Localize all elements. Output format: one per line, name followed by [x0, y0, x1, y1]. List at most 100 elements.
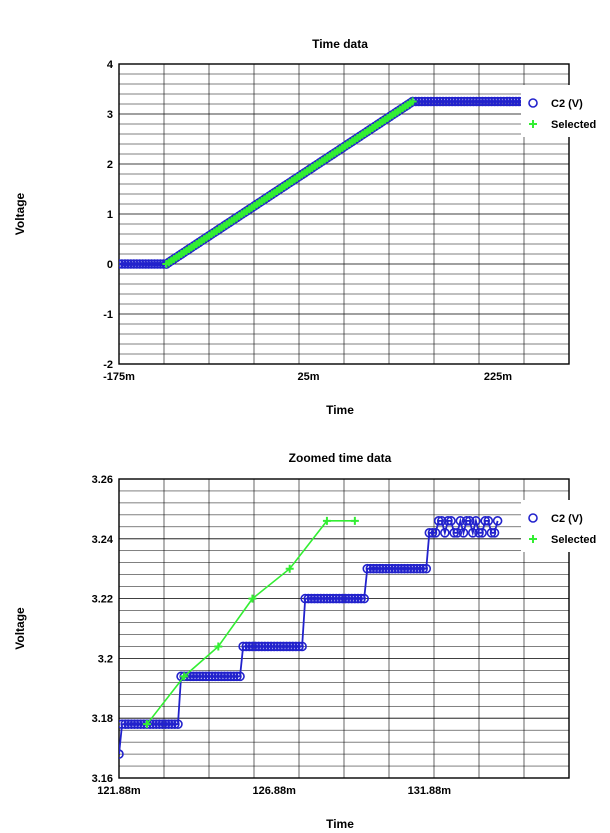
data-point-circle [278, 641, 289, 652]
data-point-circle [458, 528, 469, 538]
data-point-circle [365, 563, 376, 574]
data-point-circle [486, 96, 497, 107]
data-point-circle [396, 563, 407, 574]
data-point-circle [423, 96, 433, 107]
data-point-circle [126, 259, 136, 269]
data-point-circle [471, 516, 481, 526]
data-point-circle [281, 641, 292, 652]
data-point-circle [436, 516, 447, 526]
data-point-circle [263, 641, 273, 652]
data-point-circle [350, 593, 360, 604]
data-point-circle [480, 96, 491, 107]
data-point-circle [452, 528, 463, 538]
data-point-circle [123, 719, 134, 729]
data-point-circle [163, 719, 174, 729]
data-point-circle [173, 719, 183, 729]
data-point-circle [256, 641, 267, 652]
data-point-plus [350, 516, 359, 525]
data-point-circle [225, 671, 236, 682]
data-point-circle [387, 563, 397, 574]
data-point-circle [201, 671, 211, 682]
data-point-circle [213, 671, 224, 682]
plot-marks [119, 516, 503, 759]
data-point-circle [297, 641, 307, 652]
data-point-circle [275, 641, 286, 652]
data-point-circle [126, 719, 137, 729]
chart-1: Time data Time Voltage -2 -1 0 1 2 3 4 -175m 25m 225… [13, 37, 610, 417]
data-point-plus [248, 594, 257, 603]
data-point-circle [253, 641, 264, 652]
data-point-circle [449, 528, 459, 538]
data-point-plus [142, 720, 151, 729]
data-point-circle [450, 96, 460, 107]
data-point-circle [435, 96, 445, 107]
data-point-circle [384, 563, 394, 574]
plot-marks [119, 96, 536, 269]
data-point-circle [409, 563, 419, 574]
data-point-circle [303, 593, 314, 604]
data-point-circle [464, 516, 475, 526]
legend-label: Selected [551, 119, 596, 131]
data-point-circle [170, 719, 180, 729]
data-point-circle [447, 96, 457, 107]
data-point-circle [328, 593, 338, 604]
data-point-circle [241, 641, 252, 652]
data-point-circle [511, 96, 521, 107]
data-point-circle [461, 516, 472, 526]
legend-marker-plus [529, 535, 537, 543]
data-point-circle [134, 259, 145, 269]
y-tick-label: 3.18 [92, 713, 113, 725]
data-point-circle [433, 516, 444, 526]
data-point-circle [319, 593, 329, 604]
data-point-plus [180, 672, 189, 681]
data-point-circle [291, 641, 301, 652]
legend-label: Selected [551, 534, 596, 546]
data-point-circle [294, 641, 304, 652]
data-point-circle [424, 528, 435, 538]
data-point-circle [235, 671, 245, 682]
data-point-circle [412, 563, 422, 574]
data-point-circle [207, 671, 217, 682]
data-point-circle [474, 528, 484, 538]
data-point-circle [468, 96, 479, 107]
x-tick-label: 121.88m [97, 785, 141, 797]
data-point-circle [194, 671, 205, 682]
data-point-circle [377, 563, 388, 574]
data-point-circle [429, 96, 439, 107]
legend-marker-circle [528, 513, 538, 523]
data-point-circle [143, 259, 154, 269]
data-point-circle [119, 719, 127, 729]
data-point-circle [219, 671, 230, 682]
y-tick-label: 3.24 [92, 534, 114, 546]
data-point-circle [489, 96, 500, 107]
data-point-circle [492, 516, 503, 526]
x-tick-label: 25m [297, 371, 319, 383]
y-tick-label: 4 [107, 59, 114, 71]
data-point-circle [492, 96, 503, 107]
legend-marker-plus [529, 120, 537, 128]
data-point-circle [120, 259, 130, 269]
data-point-circle [229, 671, 239, 682]
data-point-circle [244, 641, 255, 652]
data-point-circle [426, 96, 436, 107]
data-point-circle [418, 563, 428, 574]
data-point-circle [119, 749, 124, 759]
data-point-circle [359, 593, 369, 604]
data-point-circle [272, 641, 283, 652]
data-point-circle [486, 528, 497, 538]
data-point-circle [368, 563, 379, 574]
data-point-plus [214, 642, 223, 651]
data-point-circle [495, 96, 506, 107]
data-point-circle [465, 96, 476, 107]
data-point-circle [371, 563, 382, 574]
data-point-circle [266, 641, 276, 652]
y-tick-label: -1 [103, 309, 113, 321]
data-point-circle [129, 259, 139, 269]
data-point-circle [508, 96, 518, 107]
y-tick-label: 3 [107, 109, 113, 121]
legend-marker-circle [528, 98, 538, 108]
y-tick-label: 3.22 [92, 594, 113, 606]
data-point-circle [420, 96, 430, 107]
x-tick-label: -175m [103, 371, 135, 383]
data-point-circle [154, 719, 165, 729]
